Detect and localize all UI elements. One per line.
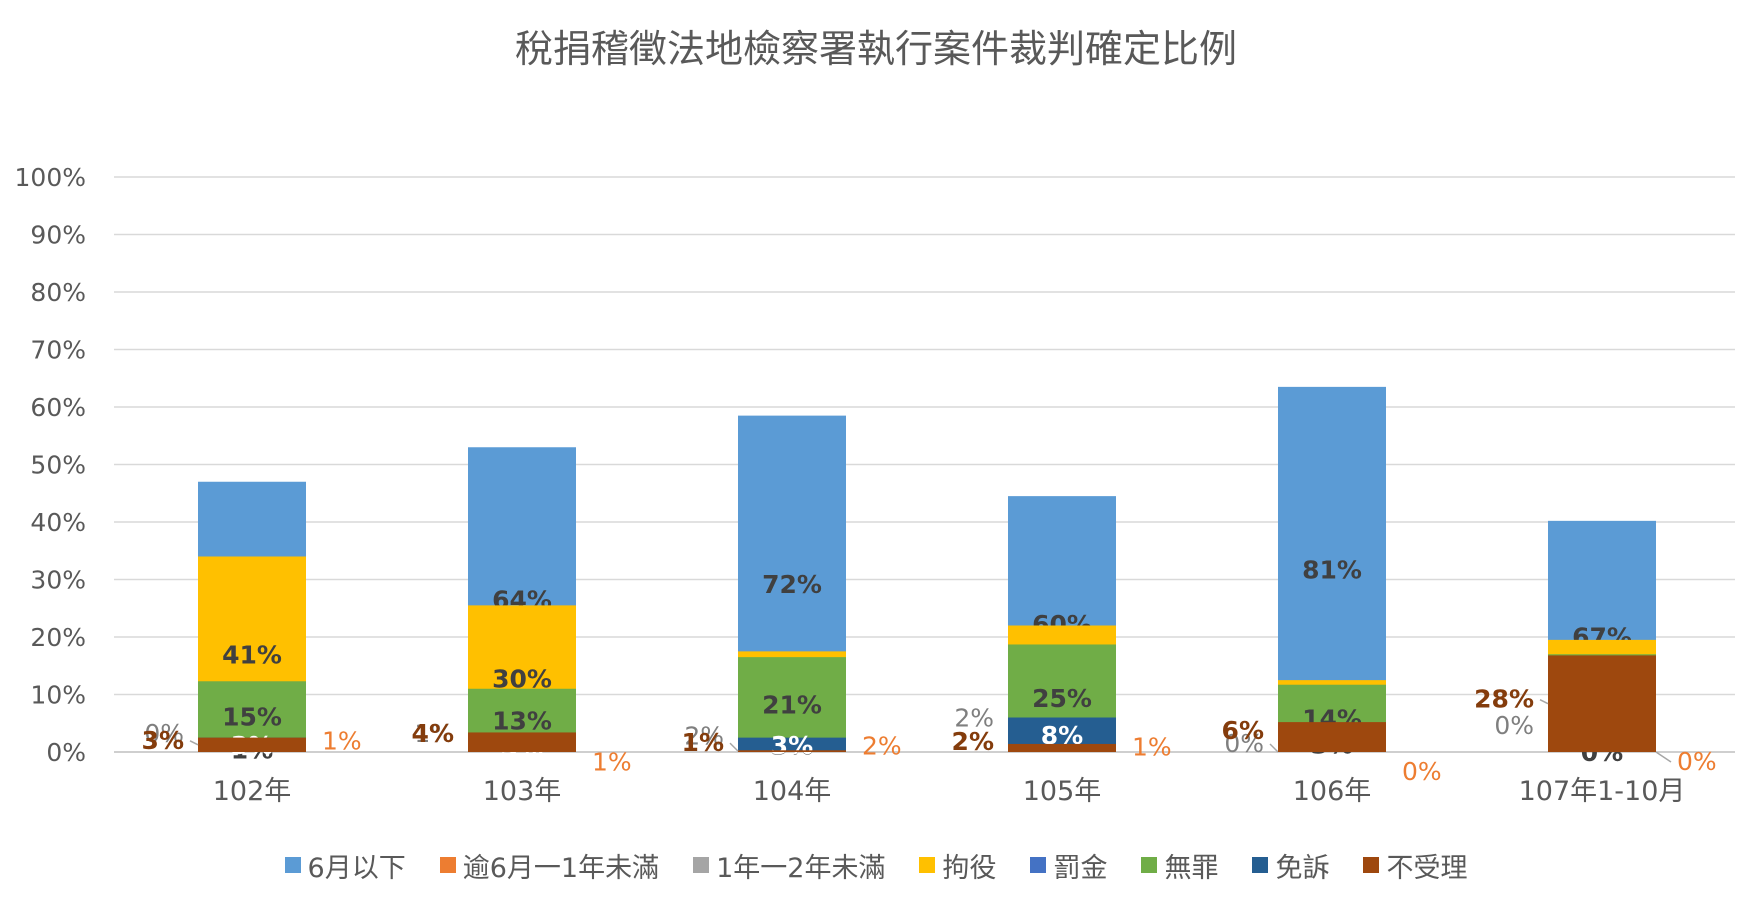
y-tick-label: 20%: [30, 623, 86, 652]
legend-swatch: [439, 857, 456, 873]
data-label: 6%: [1222, 716, 1264, 745]
legend-swatch: [1252, 857, 1269, 873]
y-tick-label: 40%: [30, 508, 86, 537]
legend-label: 逾6月一1年未滿: [462, 852, 660, 884]
legend-label: 罰金: [1053, 852, 1108, 884]
data-label: 2%: [862, 732, 902, 761]
data-label: 3%: [771, 731, 813, 760]
data-label: 0%: [1402, 757, 1442, 786]
chart-title: 稅捐稽徵法地檢察署執行案件裁判確定比例: [514, 27, 1237, 71]
label-leader-line: [1269, 743, 1279, 753]
data-label: 25%: [1032, 684, 1092, 713]
data-label: 41%: [222, 640, 282, 669]
x-tick-label: 105年: [1023, 776, 1102, 807]
legend-item: 拘役: [919, 846, 996, 885]
x-tick-label: 106年: [1293, 776, 1372, 807]
y-tick-label: 50%: [30, 451, 86, 480]
data-label: 0%: [1224, 729, 1264, 758]
data-label: 2%: [684, 721, 724, 750]
data-label: 0%: [144, 719, 184, 748]
data-label: 13%: [492, 706, 552, 735]
y-tick-label: 30%: [30, 566, 86, 595]
legend-label: 拘役: [942, 852, 997, 884]
legend-item: 1年一2年未滿: [693, 846, 885, 885]
x-tick-label: 103年: [483, 776, 562, 807]
y-tick-label: 70%: [30, 336, 86, 365]
y-tick-label: 80%: [30, 278, 86, 307]
data-label: 1%: [1132, 733, 1172, 762]
bar-segment: [1548, 655, 1656, 752]
data-label: 28%: [1474, 685, 1534, 714]
legend-swatch: [1141, 857, 1158, 873]
x-tick-label: 102年: [213, 776, 292, 807]
bar-segment: [1278, 722, 1386, 752]
bar-segment: [1008, 743, 1116, 752]
y-tick-label: 90%: [30, 221, 86, 250]
label-leader-line: [1539, 699, 1549, 705]
legend-item: 罰金: [1030, 846, 1107, 885]
label-leader-line: [729, 742, 739, 752]
legend-label: 1年一2年未滿: [716, 852, 886, 884]
y-tick-label: 100%: [15, 163, 86, 192]
legend-label: 無罪: [1164, 852, 1219, 884]
data-label: 15%: [222, 703, 282, 732]
legend-label: 免訴: [1275, 852, 1330, 884]
legend-item: 免訴: [1252, 846, 1329, 885]
data-label: 72%: [762, 570, 822, 599]
legend-item: 無罪: [1141, 846, 1218, 885]
bar-segment: [738, 750, 846, 752]
label-leader-line: [189, 740, 199, 746]
data-label: 0%: [1677, 747, 1717, 776]
legend-swatch: [1030, 857, 1047, 873]
y-tick-label: 10%: [30, 681, 86, 710]
bar-segment: [198, 737, 306, 752]
legend-item: 6月以下: [284, 846, 406, 885]
data-label: 2%: [954, 703, 994, 732]
legend-label: 不受理: [1386, 852, 1468, 884]
chart-legend: 6月以下 逾6月一1年未滿 1年一2年未滿 拘役 罰金 無罪 免訴 不受理: [0, 840, 1752, 890]
bar-segment: [468, 732, 576, 752]
data-label: 4%: [412, 719, 454, 748]
data-label: 1%: [322, 727, 362, 756]
data-label: 21%: [762, 691, 822, 720]
label-leader-line: [1655, 751, 1672, 763]
bar-segment: [738, 657, 846, 752]
data-label: 2%: [952, 727, 994, 756]
data-label: 1%: [592, 747, 632, 776]
legend-swatch: [693, 857, 710, 873]
data-label: 1%: [414, 719, 454, 748]
legend-swatch: [284, 857, 301, 873]
legend-swatch: [1363, 857, 1380, 873]
y-tick-label: 0%: [46, 738, 86, 767]
y-tick-label: 60%: [30, 393, 86, 422]
x-tick-label: 104年: [753, 776, 832, 807]
legend-swatch: [919, 857, 936, 873]
data-label: 1%: [682, 728, 724, 757]
bar-segment: [738, 737, 846, 752]
legend-item: 不受理: [1363, 846, 1467, 885]
data-label: 81%: [1302, 555, 1362, 584]
x-tick-label: 107年1-10月: [1519, 776, 1686, 807]
data-label: 3%: [142, 726, 184, 755]
stacked-bar-chart: 0% 10% 20% 30% 40% 50% 60% 70% 80% 90% 100% 102年 103…: [15, 163, 1735, 807]
legend-item: 逾6月一1年未滿: [439, 846, 660, 885]
legend-label: 6月以下: [307, 852, 406, 884]
data-label: 0%: [1494, 711, 1534, 740]
